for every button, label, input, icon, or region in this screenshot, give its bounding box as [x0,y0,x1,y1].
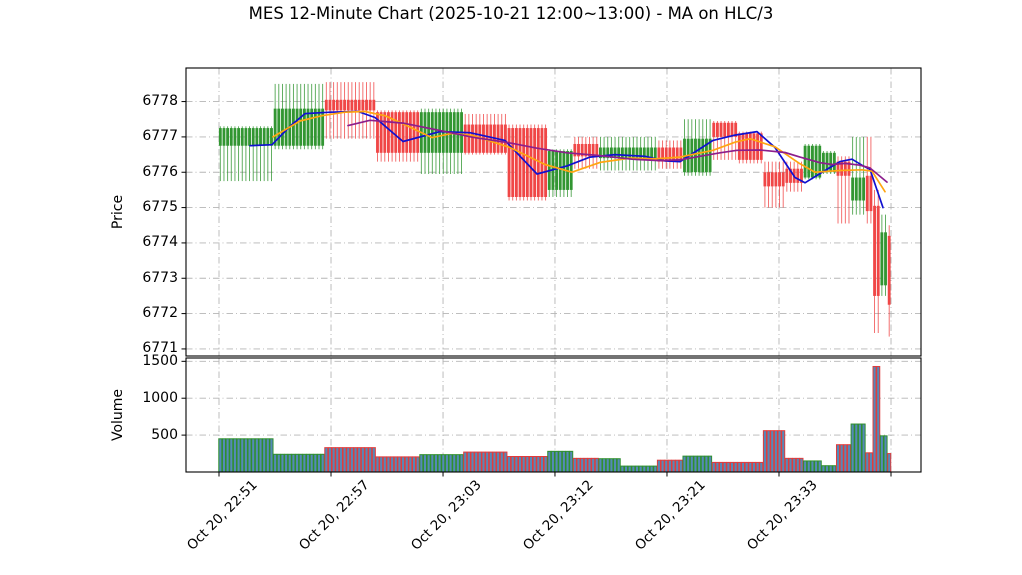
volume-tick-label: 1000 [142,389,178,406]
volume-tick-label: 1500 [142,352,178,369]
chart-title: MES 12-Minute Chart (2025-10-21 12:00~13… [248,4,774,23]
price-tick-label: 6777 [142,128,178,145]
volume-tick-label: 500 [151,426,178,443]
ma-slow-purple [347,119,888,183]
price-tick-label: 6776 [142,163,178,180]
price-tick-label: 6772 [142,305,178,322]
price-tick-label: 6778 [142,93,178,110]
price-tick-label: 6771 [142,340,178,357]
price-tick-label: 6774 [142,234,178,251]
price-tick-label: 6773 [142,269,178,286]
volume-bars-layer [218,365,892,473]
price-tick-label: 6775 [142,199,178,216]
ma-mid-orange [272,110,886,193]
axes-spines [181,67,922,477]
